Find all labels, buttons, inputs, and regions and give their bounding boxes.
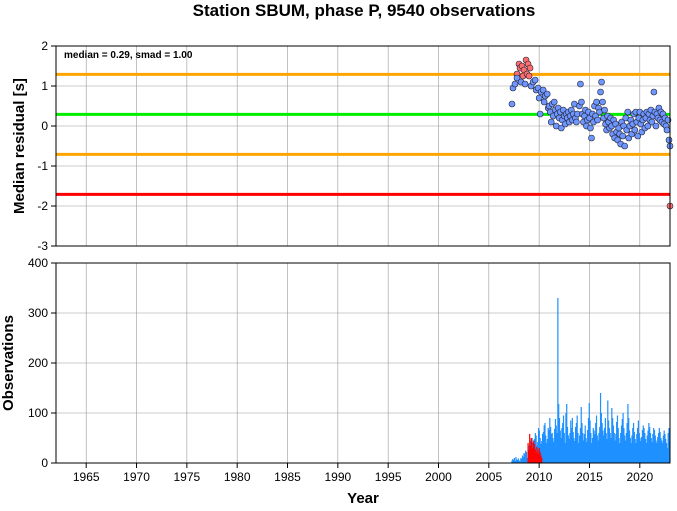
- residual-point: [621, 142, 629, 150]
- year-tick-label: 1965: [73, 470, 100, 484]
- residual-point: [594, 116, 601, 124]
- residual-point: [513, 74, 521, 82]
- residual-point: [511, 80, 519, 88]
- residual-point: [652, 122, 660, 130]
- residual-y-ticks: 2 1 0 -1 -2 -3: [37, 39, 56, 253]
- residual-point: [573, 118, 580, 126]
- year-x-ticks: 1965 1970 1975 1980 1985 1990 1995 2000 2005 2010…: [73, 463, 653, 484]
- observations-tick-label: 200: [28, 356, 48, 370]
- residual-point: [597, 88, 604, 96]
- residual-point: [593, 98, 600, 106]
- residual-point: [526, 64, 534, 72]
- observations-y-axis-label: Observations: [0, 315, 17, 411]
- residual-point: [539, 86, 547, 94]
- residual-point: [644, 122, 652, 130]
- year-tick-label: 2005: [475, 470, 502, 484]
- year-x-axis-label: Year: [347, 490, 379, 507]
- residual-reference-lines: [56, 72, 670, 196]
- residual-point: [587, 124, 594, 132]
- year-tick-label: 2015: [576, 470, 603, 484]
- residual-point: [634, 132, 642, 140]
- median-smad-annotation: median = 0.29, smad = 1.00: [64, 50, 193, 61]
- year-tick-label: 2020: [626, 470, 653, 484]
- residual-plot-frame: [55, 45, 671, 247]
- residual-point: [550, 98, 558, 106]
- residual-point: [525, 72, 533, 80]
- residual-tick-label: -2: [37, 199, 48, 213]
- residual-point: [650, 88, 658, 96]
- year-tick-label: 2010: [526, 470, 553, 484]
- residual-y-axis-label: Median residual [s]: [11, 78, 28, 214]
- observations-tick-label: 400: [28, 256, 48, 270]
- observations-tick-label: 100: [28, 406, 48, 420]
- residual-point: [619, 132, 626, 140]
- residual-point: [547, 118, 555, 126]
- residual-point: [598, 78, 605, 86]
- residual-points: [508, 56, 674, 210]
- year-tick-label: 1990: [324, 470, 351, 484]
- observations-tick-label: 300: [28, 306, 48, 320]
- observations-y-ticks: 0 100 200 300 400: [28, 256, 56, 470]
- residual-tick-label: -3: [37, 239, 48, 253]
- year-tick-label: 1985: [274, 470, 301, 484]
- residual-point: [536, 110, 544, 118]
- residual-point: [665, 136, 673, 144]
- year-tick-label: 1975: [174, 470, 201, 484]
- residual-tick-label: 2: [41, 39, 48, 53]
- residual-point: [577, 80, 584, 88]
- residual-point: [588, 134, 595, 142]
- chart-title: Station SBUM, phase P, 9540 observations: [193, 1, 536, 20]
- residual-point: [540, 98, 548, 106]
- year-tick-label: 1970: [123, 470, 150, 484]
- residual-tick-label: -1: [37, 159, 48, 173]
- residual-point: [578, 98, 585, 106]
- observations-bars: [511, 298, 671, 463]
- residual-tick-label: 1: [41, 79, 48, 93]
- residual-panel: 2 1 0 -1 -2 -3 median = 0.29, smad = 1.00 Med…: [11, 39, 674, 253]
- residual-point: [631, 126, 639, 134]
- year-tick-label: 1980: [224, 470, 251, 484]
- residual-point: [624, 108, 632, 116]
- residual-point: [543, 90, 551, 98]
- residual-point: [521, 80, 529, 88]
- residual-point: [664, 116, 672, 124]
- residual-point: [601, 106, 608, 114]
- residual-point: [557, 124, 565, 132]
- residual-tick-label: 0: [41, 119, 48, 133]
- residual-point: [535, 94, 543, 102]
- residual-point: [531, 76, 539, 84]
- residual-point: [508, 100, 516, 108]
- residual-point: [663, 126, 671, 134]
- residual-gridlines: [56, 45, 670, 247]
- residual-point: [599, 98, 606, 106]
- year-tick-label: 2000: [425, 470, 452, 484]
- observations-tick-label: 0: [41, 456, 48, 470]
- year-tick-label: 1995: [375, 470, 402, 484]
